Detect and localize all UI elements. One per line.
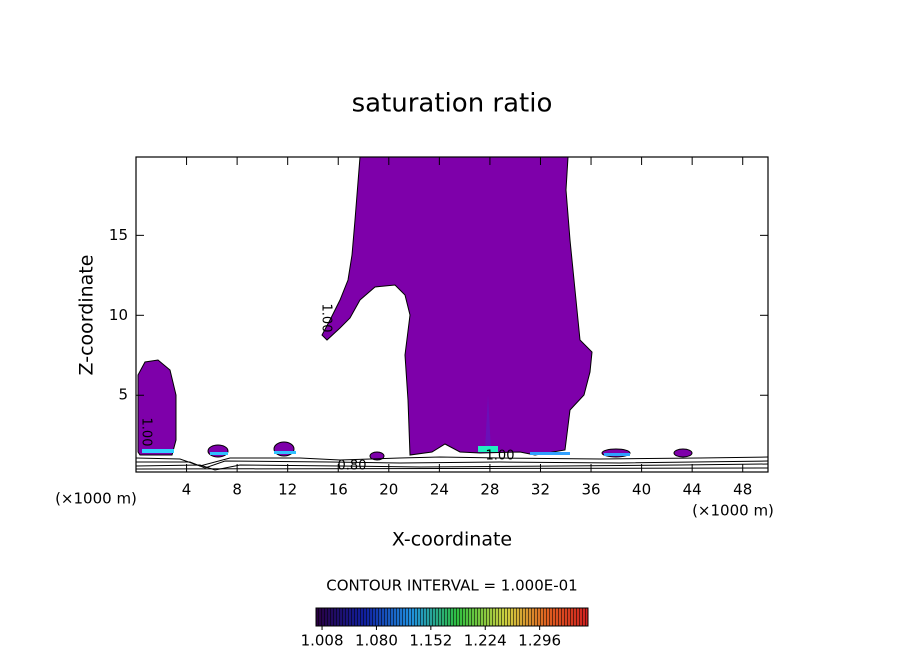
- x-tick-label: 36: [581, 481, 600, 499]
- contour-label: 0.80: [338, 459, 367, 474]
- x-tick-label: 8: [232, 481, 242, 499]
- x-tick-label: 12: [278, 481, 297, 499]
- x-unit: (×1000 m): [55, 490, 137, 508]
- cyan-patches: [142, 446, 630, 456]
- contour-region: [369, 451, 385, 461]
- contour-label: 1.00: [319, 304, 334, 333]
- contour-label: 1.00: [139, 418, 154, 447]
- y-tick-label: 15: [109, 226, 128, 244]
- colorbar-tick-label: 1.152: [409, 632, 452, 650]
- plot-frame: [135, 156, 769, 473]
- x-tick-label: 16: [329, 481, 348, 499]
- colorbar-frame: [315, 607, 589, 627]
- colorbar-tick-label: 1.224: [464, 632, 507, 650]
- contour-label: 1.00: [486, 449, 515, 464]
- patch: [142, 449, 174, 453]
- contour-region: [207, 444, 229, 458]
- contour-region: [485, 395, 491, 450]
- x-tick-label: 28: [480, 481, 499, 499]
- contour-region: [137, 359, 177, 456]
- y-tick-label: 10: [109, 306, 128, 324]
- x-tick-label: 44: [683, 481, 702, 499]
- x-tick-label: 32: [531, 481, 550, 499]
- y-tick-label: 5: [118, 386, 128, 404]
- patch: [604, 453, 630, 456]
- colorbar-tick-label: 1.296: [518, 632, 561, 650]
- contour-region: [321, 156, 593, 456]
- y-axis-label: Z-coordinate: [76, 255, 98, 376]
- x-axis-label: X-coordinate: [392, 529, 512, 551]
- colorbar-tick-label: 1.008: [301, 632, 344, 650]
- contour-region: [673, 448, 693, 458]
- x-tick-label: 48: [733, 481, 752, 499]
- patch: [274, 451, 296, 454]
- chart-title: saturation ratio: [352, 89, 553, 119]
- colorbar-tick-label: 1.080: [355, 632, 398, 650]
- contour-interval: CONTOUR INTERVAL = 1.000E-01: [326, 577, 577, 595]
- contour-labels: 1.00 1.00 1.00 0.80: [139, 304, 515, 474]
- x-tick-label: 40: [632, 481, 651, 499]
- patch: [210, 452, 228, 455]
- contour-lines: [135, 456, 769, 471]
- x-tick-label: 20: [379, 481, 398, 499]
- patch: [530, 452, 570, 455]
- x-tick-label: 24: [430, 481, 449, 499]
- patch: [478, 446, 498, 452]
- plot-fill: [137, 156, 693, 461]
- x-unit: (×1000 m): [692, 502, 774, 520]
- x-tick-label: 4: [182, 481, 192, 499]
